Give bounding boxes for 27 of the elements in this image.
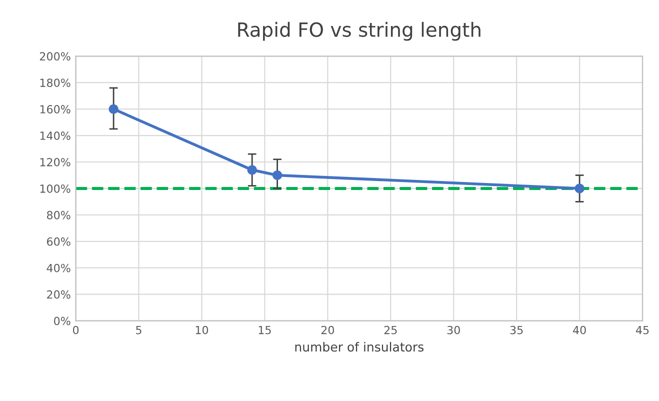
x-axis-title: number of insulators [295,342,424,352]
chart-title: Rapid FO vs string length [238,22,480,41]
point [247,165,257,175]
y-tick-label: 100% [40,184,70,193]
x-tick-label: 15 [258,326,271,334]
x-tick-label: 35 [510,326,523,334]
x-tick-label: 30 [447,326,460,334]
y-tick-label: 80% [46,210,70,220]
y-tick-label: 200% [40,52,70,61]
x-tick-label: 20 [321,326,334,334]
point [272,170,282,180]
x-tick-label: 40 [573,326,586,334]
y-tick-label: 20% [47,290,70,299]
x-tick-label: 45 [636,326,649,334]
y-tick-label: 0% [54,316,70,326]
point [574,184,584,194]
y-tick-label: 40% [46,264,70,272]
x-tick-label: 10 [196,326,208,334]
x-tick-label: 5 [136,326,142,334]
y-tick-label: 120% [40,158,70,166]
y-tick-label: 180% [40,78,70,87]
x-tick-label: 0 [72,326,79,334]
y-tick-label: 160% [40,105,70,114]
y-tick-label: 60% [47,237,70,246]
point [108,104,118,114]
y-tick-label: 140% [40,132,70,140]
x-tick-label: 25 [384,326,397,334]
